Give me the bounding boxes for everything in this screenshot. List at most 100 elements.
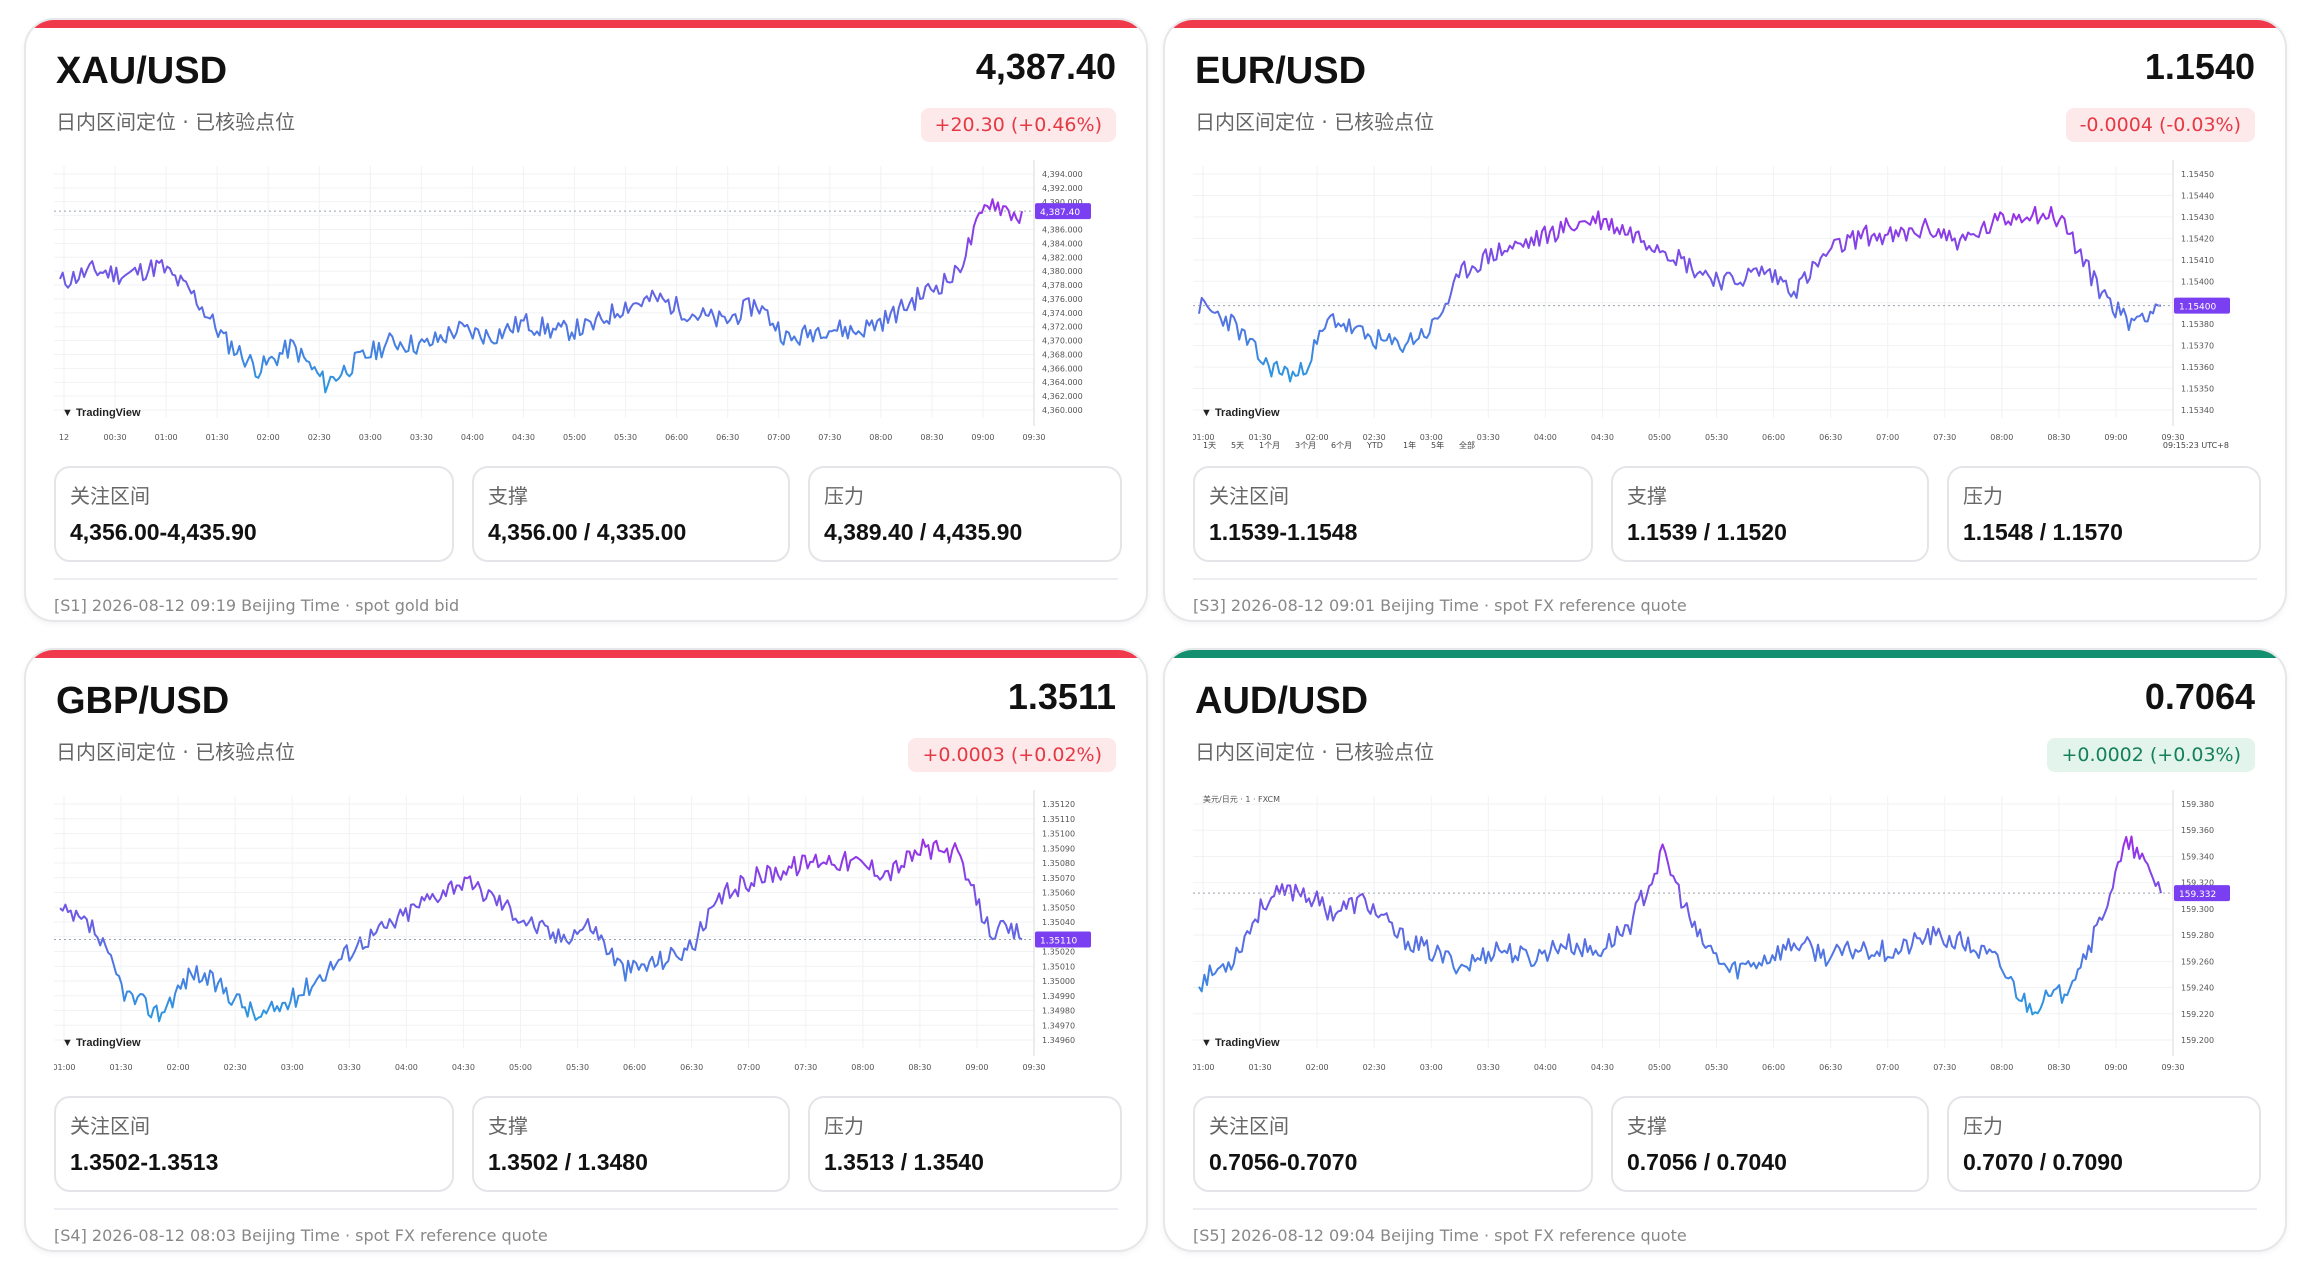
footer-divider — [1193, 578, 2257, 580]
price-line — [59, 838, 1023, 1023]
x-tick-label: 09:00 — [965, 1063, 988, 1072]
y-tick-label: 4,366.000 — [1042, 364, 1083, 373]
focus-range-box: 关注区间 1.1539-1.1548 — [1193, 466, 1593, 562]
y-tick-label: 1.35050 — [1042, 903, 1075, 912]
x-tick-label: 08:00 — [1990, 433, 2013, 442]
x-tick-label: 05:30 — [566, 1063, 589, 1072]
x-tick-label: 03:00 — [1420, 433, 1443, 442]
range-button[interactable]: 全部 — [1459, 440, 1475, 450]
quote-card-audusd[interactable]: AUD/USD 日内区间定位 · 已核验点位 0.7064 +0.0002 (+… — [1163, 648, 2287, 1252]
tradingview-watermark: ▼ TradingView — [1201, 407, 1280, 419]
y-tick-label: 4,380.000 — [1042, 267, 1083, 276]
y-tick-label: 1.15440 — [2181, 191, 2214, 200]
change-badge: +0.0002 (+0.03%) — [2047, 738, 2255, 772]
y-tick-label: 159.320 — [2181, 879, 2214, 888]
range-button[interactable]: 5年 — [1431, 440, 1444, 450]
x-tick-label: 07:30 — [1933, 433, 1956, 442]
y-tick-label: 159.380 — [2181, 800, 2214, 809]
resistance-box: 压力 0.7070 / 0.7090 — [1947, 1096, 2261, 1192]
x-tick-label: 03:00 — [1420, 1063, 1443, 1072]
x-tick-label: 07:00 — [737, 1063, 760, 1072]
range-button[interactable]: 1个月 — [1259, 441, 1280, 450]
y-tick-label: 1.15450 — [2181, 170, 2214, 179]
x-tick-label: 08:00 — [1990, 1063, 2013, 1072]
x-tick-label: 03:30 — [410, 433, 433, 442]
quote-card-xauusd[interactable]: XAU/USD 日内区间定位 · 已核验点位 4,387.40 +20.30 (… — [24, 18, 1148, 622]
range-button[interactable]: 1年 — [1403, 440, 1416, 450]
card-accent-bar — [1165, 650, 2285, 658]
stat-label: 支撑 — [488, 1114, 528, 1138]
resistance-box: 压力 4,389.40 / 4,435.90 — [808, 466, 1122, 562]
x-tick-label: 04:00 — [461, 433, 484, 442]
x-tick-label: 04:30 — [1591, 1063, 1614, 1072]
y-tick-label: 159.300 — [2181, 905, 2214, 914]
x-tick-label: 06:00 — [1762, 1063, 1785, 1072]
y-tick-label: 1.35010 — [1042, 962, 1075, 971]
x-tick-label: 05:30 — [1705, 433, 1728, 442]
stat-value: 4,356.00-4,435.90 — [70, 519, 257, 545]
last-price-label: 159.332 — [2179, 890, 2216, 900]
quote-card-gbpusd[interactable]: GBP/USD 日内区间定位 · 已核验点位 1.3511 +0.0003 (+… — [24, 648, 1148, 1252]
x-tick-label: 08:30 — [920, 433, 943, 442]
range-button[interactable]: 3个月 — [1295, 441, 1316, 450]
x-tick-label: 01:00 — [1193, 433, 1215, 442]
y-tick-label: 1.15360 — [2181, 363, 2214, 372]
x-tick-label: 00:30 — [104, 433, 127, 442]
x-tick-label: 09:00 — [2104, 1063, 2127, 1072]
price-chart[interactable]: 4,394.0004,392.0004,390.0004,388.0004,38… — [54, 160, 1122, 450]
x-tick-label: 03:30 — [338, 1063, 361, 1072]
support-box: 支撑 0.7056 / 0.7040 — [1611, 1096, 1929, 1192]
last-price-label: 4,387.40 — [1040, 208, 1080, 218]
price-chart[interactable]: 1.35120 1.35110 1.35100 1.35090 1.35080 1.350… — [54, 790, 1122, 1080]
support-box: 支撑 4,356.00 / 4,335.00 — [472, 466, 790, 562]
price-chart[interactable]: 159.380 159.360 159.340 159.320 159.300 159.2… — [1193, 790, 2261, 1080]
pair-title: AUD/USD — [1195, 680, 1369, 722]
price-line — [1198, 835, 2162, 1016]
x-tick-label: 01:30 — [1249, 433, 1272, 442]
focus-range-box: 关注区间 1.3502-1.3513 — [54, 1096, 454, 1192]
x-tick-label: 07:30 — [794, 1063, 817, 1072]
stat-label: 关注区间 — [70, 484, 150, 508]
x-tick-label: 07:30 — [1933, 1063, 1956, 1072]
x-tick-label: 07:00 — [1876, 1063, 1899, 1072]
x-tick-label: 06:30 — [1819, 433, 1842, 442]
stat-label: 关注区间 — [1209, 1114, 1289, 1138]
range-button[interactable]: 1天 — [1203, 441, 1216, 450]
range-button[interactable]: 5天 — [1231, 441, 1244, 450]
stat-label: 支撑 — [1627, 484, 1667, 508]
quote-card-eurusd[interactable]: EUR/USD 日内区间定位 · 已核验点位 1.1540 -0.0004 (-… — [1163, 18, 2287, 622]
levels-row: 关注区间 0.7056-0.7070 支撑 0.7056 / 0.7040 压力… — [1193, 1096, 2261, 1192]
x-tick-label: 08:30 — [2047, 433, 2070, 442]
range-button[interactable]: 6个月 — [1331, 441, 1352, 450]
x-tick-label: 12 — [59, 433, 69, 442]
x-tick-label: 04:30 — [512, 433, 535, 442]
x-tick-label: 09:30 — [1022, 433, 1045, 442]
current-price: 1.1540 — [2144, 46, 2255, 87]
pair-subtitle: 日内区间定位 · 已核验点位 — [56, 740, 296, 764]
range-button[interactable]: YTD — [1366, 441, 1383, 450]
chart-legend: 美元/日元 · 1 · FXCM — [1203, 794, 1280, 804]
resistance-box: 压力 1.1548 / 1.1570 — [1947, 466, 2261, 562]
price-chart[interactable]: 1.15450 1.15440 1.15430 1.15420 1.15410 1.154… — [1193, 160, 2261, 450]
y-tick-label: 159.200 — [2181, 1036, 2214, 1045]
x-tick-label: 09:00 — [971, 433, 994, 442]
change-badge: +0.0003 (+0.02%) — [908, 738, 1116, 772]
stat-value: 1.1539-1.1548 — [1209, 519, 1358, 545]
y-tick-label: 159.280 — [2181, 931, 2214, 940]
x-tick-label: 01:30 — [110, 1063, 133, 1072]
source-footnote: [S3] 2026-08-12 09:01 Beijing Time · spo… — [1193, 596, 1687, 615]
y-tick-label: 4,372.000 — [1042, 323, 1083, 332]
x-tick-label: 02:30 — [1363, 433, 1386, 442]
x-tick-label: 08:30 — [908, 1063, 931, 1072]
x-tick-label: 04:00 — [1534, 1063, 1557, 1072]
stat-value: 4,356.00 / 4,335.00 — [488, 519, 687, 545]
pair-title: XAU/USD — [56, 50, 228, 92]
stat-label: 关注区间 — [70, 1114, 150, 1138]
y-tick-label: 1.35000 — [1042, 977, 1075, 986]
y-tick-label: 1.34990 — [1042, 992, 1075, 1001]
pair-subtitle: 日内区间定位 · 已核验点位 — [56, 110, 296, 134]
stat-label: 关注区间 — [1209, 484, 1289, 508]
stat-value: 0.7070 / 0.7090 — [1963, 1149, 2123, 1175]
card-accent-bar — [26, 20, 1146, 28]
tradingview-watermark: ▼ TradingView — [1201, 1037, 1280, 1049]
